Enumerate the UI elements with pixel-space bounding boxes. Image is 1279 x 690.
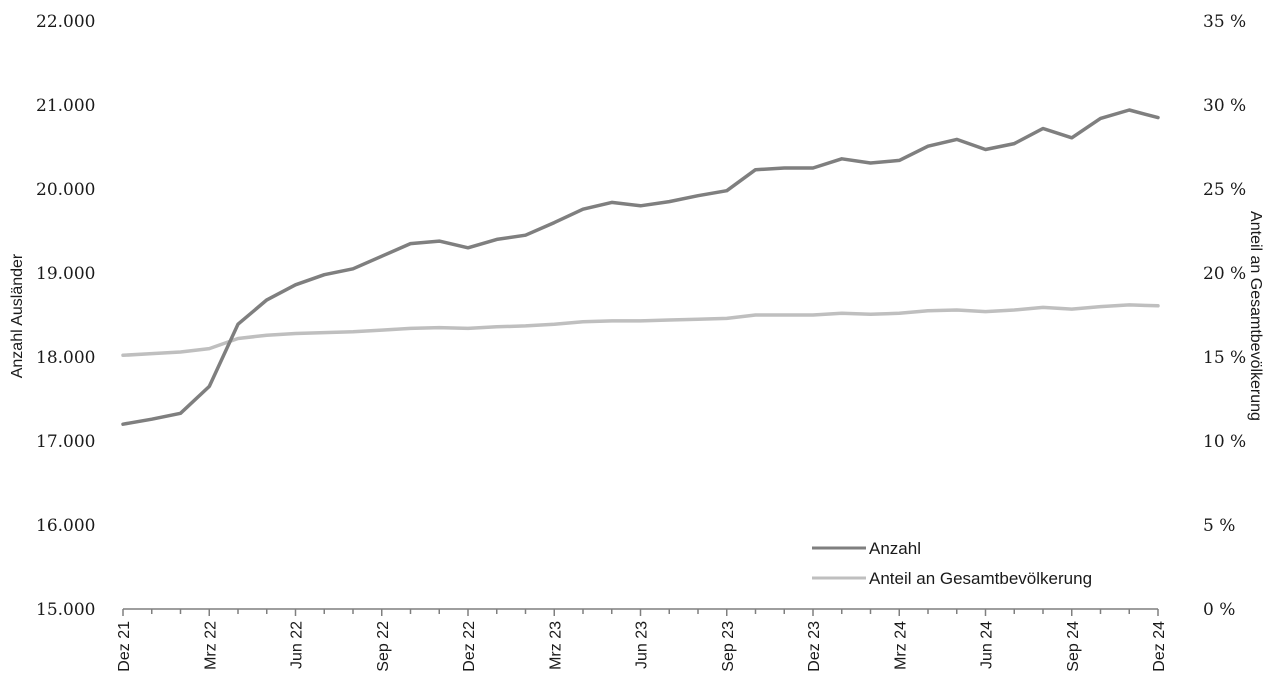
x-tick-label: Dez 21 xyxy=(116,621,133,672)
y-axis-label: Anzahl Ausländer xyxy=(9,253,26,378)
y2-tick-label: 25 % xyxy=(1203,180,1246,200)
y2-tick-label: 0 % xyxy=(1203,600,1235,620)
x-tick-label: Sep 23 xyxy=(720,621,737,672)
y-tick-label: 16.000 xyxy=(36,516,95,536)
x-tick-label: Mrz 22 xyxy=(202,621,219,670)
x-tick-label: Sep 24 xyxy=(1065,621,1082,672)
y2-tick-label: 30 % xyxy=(1203,96,1246,116)
y-tick-label: 20.000 xyxy=(36,180,95,200)
x-tick-label: Jun 24 xyxy=(979,621,996,669)
x-axis-ticks: Dez 21 Mrz 22 Jun 22 Sep 22 Dez 22 Mrz 23 Jun … xyxy=(116,609,1168,672)
x-tick-label: Dez 22 xyxy=(461,621,478,672)
y2-tick-label: 20 % xyxy=(1203,264,1246,284)
legend-label-anteil: Anteil an Gesamtbevölkerung xyxy=(869,569,1092,588)
y2-tick-label: 15 % xyxy=(1203,348,1246,368)
x-tick-label: Sep 22 xyxy=(375,621,392,672)
series-line-anteil xyxy=(121,303,1160,358)
y-tick-label: 17.000 xyxy=(36,432,95,452)
left-axis-ticks: 15.000 16.000 17.000 18.000 19.000 20.000 21.0… xyxy=(36,12,95,620)
y2-tick-label: 10 % xyxy=(1203,432,1246,452)
legend: Anzahl Anteil an Gesamtbevölkerung xyxy=(812,539,1092,588)
y-tick-label: 22.000 xyxy=(36,12,95,32)
y2-tick-label: 5 % xyxy=(1203,516,1235,536)
x-tick-label: Jun 22 xyxy=(289,621,306,669)
x-tick-label: Mrz 24 xyxy=(892,621,909,670)
series-line-anzahl xyxy=(121,108,1160,426)
x-tick-label: Dez 24 xyxy=(1151,621,1168,672)
x-tick-label: Mrz 23 xyxy=(547,621,564,670)
legend-label-anzahl: Anzahl xyxy=(869,539,921,558)
x-tick-label: Jun 23 xyxy=(634,621,651,669)
y-tick-label: 21.000 xyxy=(36,96,95,116)
right-axis-ticks: 0 % 5 % 10 % 15 % 20 % 25 % 30 % 35 % xyxy=(1203,12,1246,620)
y2-tick-label: 35 % xyxy=(1203,12,1246,32)
x-tick-label: Dez 23 xyxy=(806,621,823,672)
y2-axis-label: Anteil an Gesamtbevölkerung xyxy=(1247,211,1264,421)
y-tick-label: 15.000 xyxy=(36,600,95,620)
y-tick-label: 18.000 xyxy=(36,348,95,368)
y-tick-label: 19.000 xyxy=(36,264,95,284)
series-lines xyxy=(121,108,1160,426)
